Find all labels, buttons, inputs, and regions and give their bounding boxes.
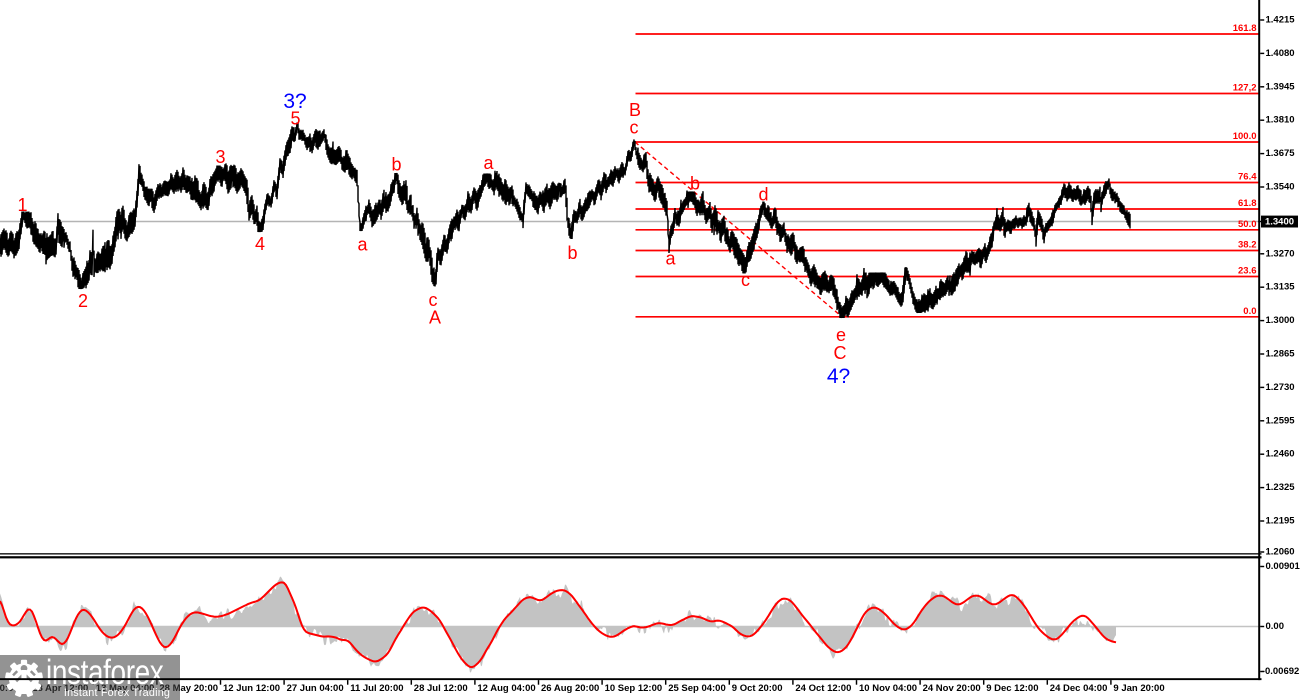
svg-text:28 Jul 12:00: 28 Jul 12:00 [414,683,468,694]
svg-text:9 Jan 20:00: 9 Jan 20:00 [1113,683,1164,694]
svg-text:e: e [836,325,846,345]
svg-text:1: 1 [17,195,27,215]
svg-text:1.3135: 1.3135 [1266,282,1296,293]
svg-text:25 Sep 04:00: 25 Sep 04:00 [668,683,726,694]
svg-text:a: a [357,235,368,255]
svg-text:1.3945: 1.3945 [1266,81,1296,92]
svg-text:1.2325: 1.2325 [1266,482,1296,493]
svg-text:1.2730: 1.2730 [1266,382,1295,393]
svg-text:100.0: 100.0 [1233,131,1257,142]
svg-text:1.3000: 1.3000 [1266,315,1295,326]
svg-text:1.4215: 1.4215 [1266,15,1296,26]
svg-text:b: b [567,243,577,263]
svg-text:24 Nov 20:00: 24 Nov 20:00 [923,683,981,694]
svg-text:0.00: 0.00 [1266,621,1285,632]
svg-text:4: 4 [255,234,265,254]
svg-text:1.3270: 1.3270 [1266,248,1295,259]
svg-text:10 Nov 04:00: 10 Nov 04:00 [859,683,917,694]
svg-text:B: B [629,100,641,120]
svg-text:12 Jun 12:00: 12 Jun 12:00 [223,683,280,694]
svg-text:12 Aug 04:00: 12 Aug 04:00 [477,683,535,694]
svg-text:24 Dec 04:00: 24 Dec 04:00 [1050,683,1108,694]
svg-text:1.3400: 1.3400 [1265,216,1294,227]
svg-text:1.2460: 1.2460 [1266,449,1295,460]
svg-text:1.4080: 1.4080 [1266,48,1295,59]
svg-text:3?: 3? [283,90,306,113]
svg-text:1.2865: 1.2865 [1266,349,1296,360]
svg-text:28 May 20:00: 28 May 20:00 [159,683,218,694]
svg-text:d: d [758,185,768,205]
svg-text:4?: 4? [827,365,850,388]
svg-text:76.4: 76.4 [1238,172,1257,183]
svg-text:11 Jul 20:00: 11 Jul 20:00 [350,683,403,694]
svg-text:9 Oct 20:00: 9 Oct 20:00 [732,683,783,694]
svg-text:2: 2 [78,291,88,311]
svg-text:0.0: 0.0 [1243,306,1256,317]
svg-text:23.6: 23.6 [1238,266,1257,277]
svg-text:26 Aug 20:00: 26 Aug 20:00 [541,683,599,694]
svg-text:38.2: 38.2 [1238,240,1257,251]
svg-text:1.2195: 1.2195 [1266,516,1296,527]
svg-text:61.8: 61.8 [1238,198,1257,209]
svg-text:c: c [741,270,750,290]
svg-text:1.3675: 1.3675 [1266,148,1296,159]
svg-text:127,2: 127,2 [1233,83,1257,94]
svg-text:-0.00692: -0.00692 [1262,666,1300,677]
svg-text:1.3540: 1.3540 [1266,182,1295,193]
svg-text:24 Oct 12:00: 24 Oct 12:00 [795,683,851,694]
svg-text:c: c [429,290,438,310]
svg-text:a: a [483,153,494,173]
svg-text:0.00901: 0.00901 [1266,561,1300,572]
svg-text:a: a [665,249,676,269]
svg-text:5: 5 [290,109,300,129]
svg-text:161.8: 161.8 [1233,23,1257,34]
svg-text:A: A [429,308,441,328]
svg-text:50.0: 50.0 [1238,219,1257,230]
svg-text:1.3810: 1.3810 [1266,115,1295,126]
svg-text:1.2060: 1.2060 [1266,547,1295,558]
svg-text:C: C [834,343,847,363]
svg-text:1.2595: 1.2595 [1266,415,1296,426]
svg-text:c: c [630,118,639,138]
svg-text:27 Jun 04:00: 27 Jun 04:00 [287,683,344,694]
svg-text:10 Sep 12:00: 10 Sep 12:00 [605,683,663,694]
svg-text:3: 3 [215,147,225,167]
svg-text:9 Dec 12:00: 9 Dec 12:00 [986,683,1038,694]
svg-text:b: b [690,174,700,194]
svg-text:b: b [391,155,401,175]
